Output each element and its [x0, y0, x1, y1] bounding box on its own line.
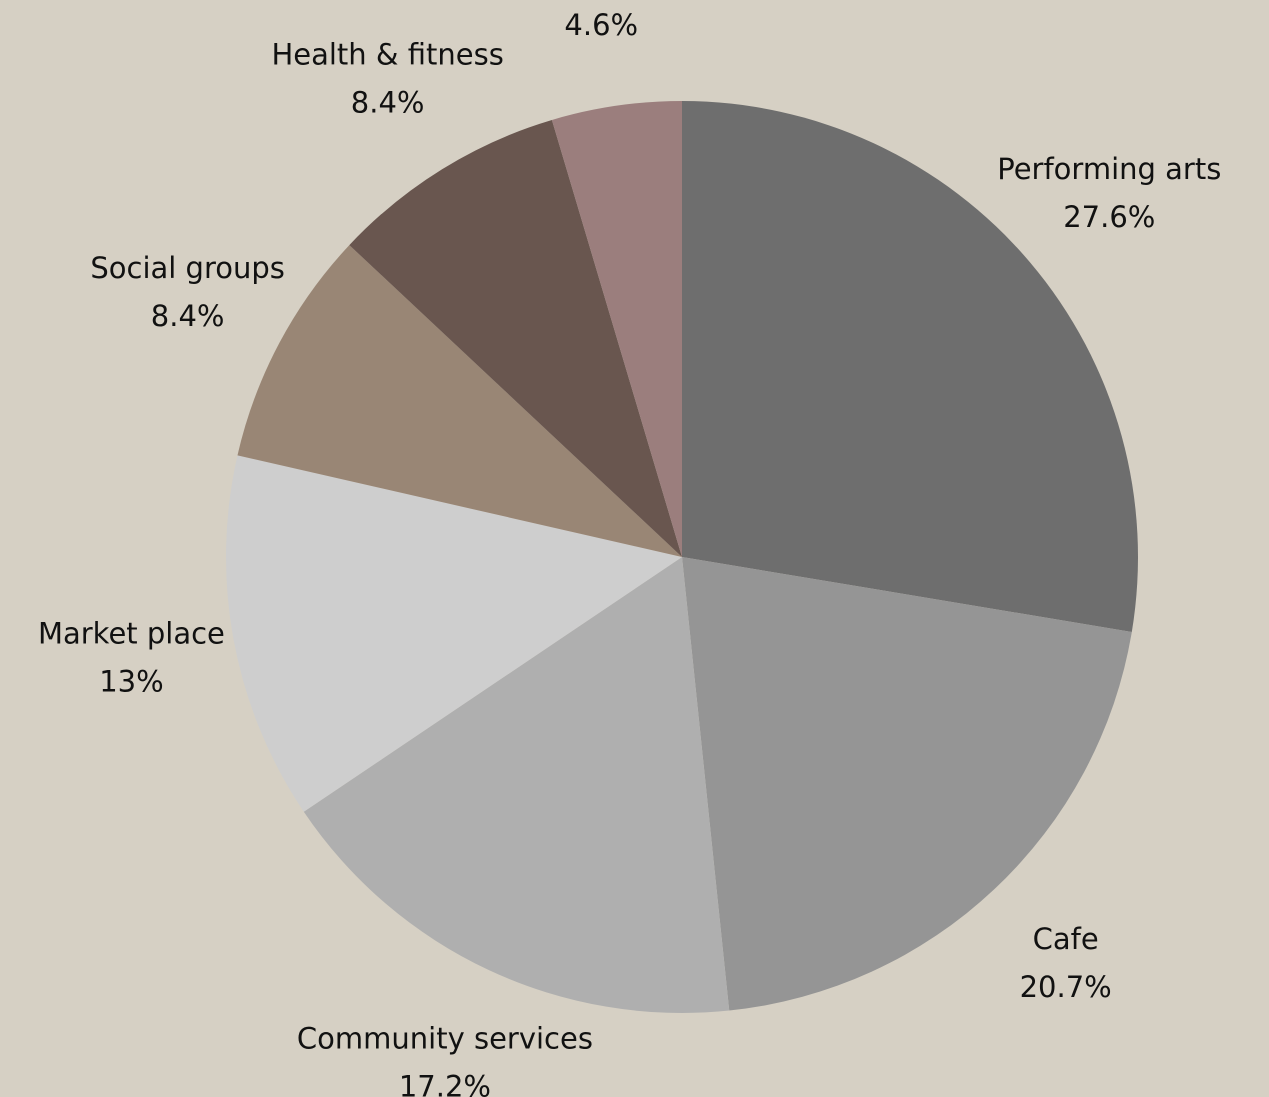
pie-slice: [682, 557, 1132, 1011]
slice-value-label: 13%: [99, 664, 163, 698]
slice-value-label: 8.4%: [151, 299, 225, 333]
pie-slice: [349, 119, 682, 557]
slice-label: Community services: [297, 1021, 593, 1055]
slice-value-label: 17.2%: [399, 1069, 491, 1097]
slice-value-label: 8.4%: [351, 86, 425, 120]
pie-slice: [237, 245, 682, 557]
slice-label: Health & fitness: [271, 38, 503, 72]
slice-value-label: 20.7%: [1020, 970, 1112, 1004]
slice-value-label: 27.6%: [1063, 200, 1155, 234]
slice-value-label: 4.6%: [564, 8, 638, 42]
slice-label: Market place: [38, 616, 225, 650]
pie-slice: [551, 101, 682, 557]
pie-slice: [225, 455, 682, 812]
slice-label: Cafe: [1033, 922, 1099, 956]
slice-label: Performing arts: [997, 152, 1221, 186]
pie-slice: [682, 101, 1138, 632]
slice-label: Social groups: [90, 251, 285, 285]
pie-slice: [303, 557, 730, 1014]
